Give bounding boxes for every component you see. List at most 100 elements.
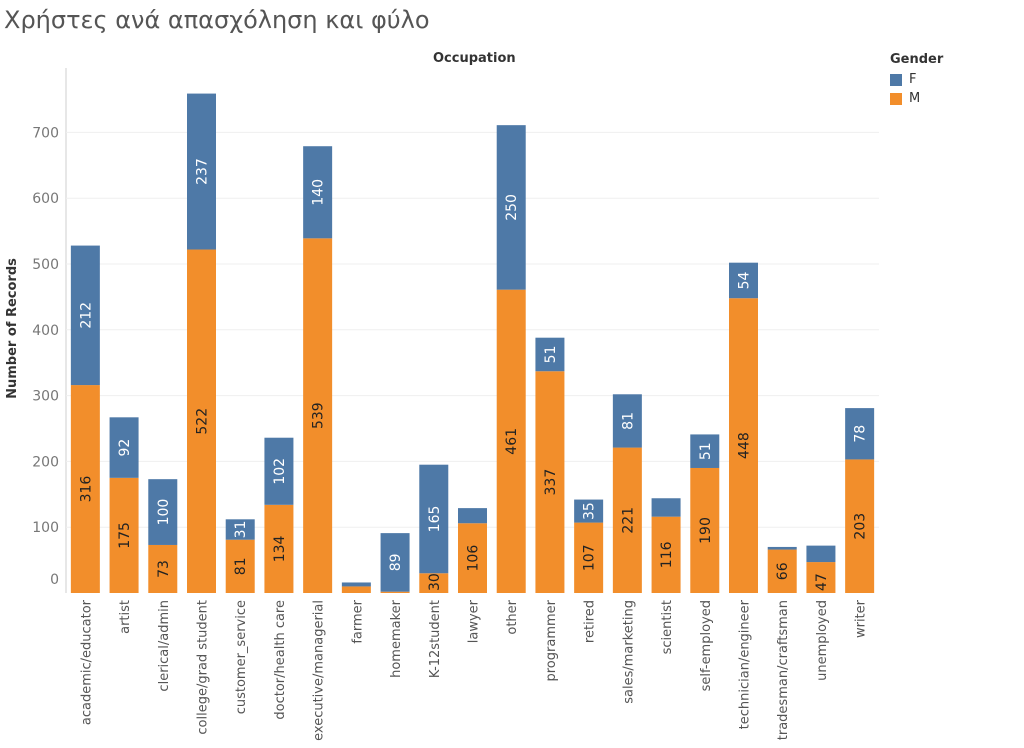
y-tick-label: 500 — [32, 257, 59, 273]
page-title: Χρήστες ανά απασχόληση και φύλο — [4, 6, 430, 34]
data-label-m: 203 — [853, 513, 869, 540]
bar-segment-m[interactable] — [612, 447, 642, 593]
x-tick-label: college/grad student — [196, 600, 211, 735]
bar-segment-m[interactable] — [806, 562, 836, 593]
bar-segment-m[interactable] — [225, 539, 255, 593]
bar-segment-f[interactable] — [612, 394, 642, 448]
x-tick-label: unemployed — [815, 600, 830, 681]
data-label-m: 47 — [814, 573, 830, 591]
data-label-f: 165 — [427, 506, 443, 533]
data-label-f: 51 — [543, 346, 559, 364]
data-label-m: 461 — [504, 428, 520, 455]
legend-item-m[interactable]: M — [890, 89, 943, 108]
bar-segment-m[interactable] — [148, 544, 178, 593]
x-tick-label: tradesman/craftsman — [776, 600, 791, 740]
bar-segment-f[interactable] — [690, 434, 720, 468]
bar-segment-f[interactable] — [225, 519, 255, 540]
data-label-f: 81 — [620, 412, 636, 430]
x-tick-label: technician/engineer — [738, 599, 753, 729]
bar-segment-m[interactable] — [845, 459, 875, 593]
bar-segment-m[interactable] — [496, 289, 526, 593]
x-tick-label: other — [505, 599, 520, 634]
bar-segment-m[interactable] — [303, 238, 333, 593]
data-label-m: 221 — [620, 507, 636, 534]
bar-segment-f[interactable] — [264, 437, 294, 505]
bar-segment-m[interactable] — [70, 385, 100, 593]
y-tick-label: 700 — [32, 125, 59, 141]
y-axis-title: Number of Records — [5, 258, 20, 399]
x-tick-label: homemaker — [389, 599, 404, 678]
bar-segment-f[interactable] — [380, 533, 410, 592]
bar-segment-f[interactable] — [70, 245, 100, 386]
data-label-f: 78 — [853, 425, 869, 443]
x-tick-label: scientist — [660, 600, 675, 654]
legend-swatch-m — [890, 92, 902, 105]
data-label-m: 448 — [737, 432, 753, 459]
data-label-f: 51 — [698, 442, 714, 460]
data-label-m: 30 — [427, 573, 443, 591]
bar-segment-m[interactable] — [264, 504, 294, 593]
legend-item-f[interactable]: F — [890, 70, 943, 89]
data-label-m: 337 — [543, 469, 559, 496]
y-tick-label: 200 — [32, 454, 59, 470]
x-tick-label: sales/marketing — [621, 600, 636, 704]
data-label-f: 237 — [195, 158, 211, 185]
bar-segment-f[interactable] — [496, 125, 526, 290]
bar-segment-f[interactable] — [767, 546, 797, 550]
bar-segment-f[interactable] — [535, 337, 565, 372]
data-label-f: 250 — [504, 194, 520, 221]
data-label-f: 102 — [272, 458, 288, 485]
data-label-m: 539 — [311, 402, 327, 429]
legend-swatch-f — [890, 73, 902, 86]
x-tick-label: writer — [854, 599, 869, 638]
bar-segment-m[interactable] — [109, 477, 139, 593]
bar-segment-f[interactable] — [845, 408, 875, 460]
bar-segment-f[interactable] — [303, 146, 333, 239]
x-tick-label: K-12student — [428, 600, 443, 678]
bar-segment-m[interactable] — [729, 298, 758, 593]
data-label-f: 140 — [311, 179, 327, 206]
data-label-f: 92 — [117, 439, 133, 457]
bar-segment-f[interactable] — [651, 498, 681, 517]
y-tick-label: 600 — [32, 191, 59, 207]
bar-segment-f[interactable] — [458, 508, 487, 524]
legend-label-m: M — [909, 91, 921, 106]
bar-segment-m[interactable] — [419, 573, 449, 593]
data-label-f: 100 — [156, 499, 172, 526]
bar-segment-f[interactable] — [109, 417, 139, 478]
bar-segment-m[interactable] — [690, 467, 720, 593]
bar-segment-f[interactable] — [341, 582, 371, 587]
bar-segment-m[interactable] — [341, 586, 371, 593]
x-tick-label: retired — [583, 600, 598, 643]
x-tick-label: lawyer — [467, 599, 482, 643]
legend-title: Gender — [890, 52, 944, 67]
data-label-m: 66 — [775, 562, 791, 580]
bar-segment-f[interactable] — [148, 479, 178, 545]
bar-segment-f[interactable] — [574, 499, 604, 523]
x-tick-label: executive/managerial — [312, 600, 327, 741]
bar-segment-m[interactable] — [767, 549, 797, 593]
x-tick-label: farmer — [350, 599, 365, 643]
bar-segment-m[interactable] — [187, 249, 216, 594]
column-header: Occupation — [433, 51, 516, 66]
bar-segment-m[interactable] — [458, 523, 487, 593]
bar-segment-f[interactable] — [806, 545, 836, 563]
y-tick-label: 400 — [32, 323, 59, 339]
bar-segment-m[interactable] — [380, 591, 410, 593]
bar-segment-f[interactable] — [729, 262, 758, 299]
x-tick-label: self-employed — [699, 600, 714, 691]
x-tick-label: clerical/admin — [157, 600, 172, 692]
data-label-f: 89 — [388, 553, 404, 571]
data-label-m: 190 — [698, 517, 714, 544]
bar-segment-m[interactable] — [574, 522, 604, 593]
bar-segment-f[interactable] — [187, 93, 216, 250]
data-label-m: 175 — [117, 522, 133, 549]
legend-label-f: F — [909, 72, 917, 87]
x-tick-label: programmer — [544, 599, 559, 681]
bar-segment-m[interactable] — [535, 371, 565, 593]
x-tick-label: customer_service — [234, 600, 249, 714]
data-label-f: 212 — [78, 302, 94, 329]
bar-segment-m[interactable] — [651, 516, 681, 593]
bar-segment-f[interactable] — [419, 464, 449, 574]
